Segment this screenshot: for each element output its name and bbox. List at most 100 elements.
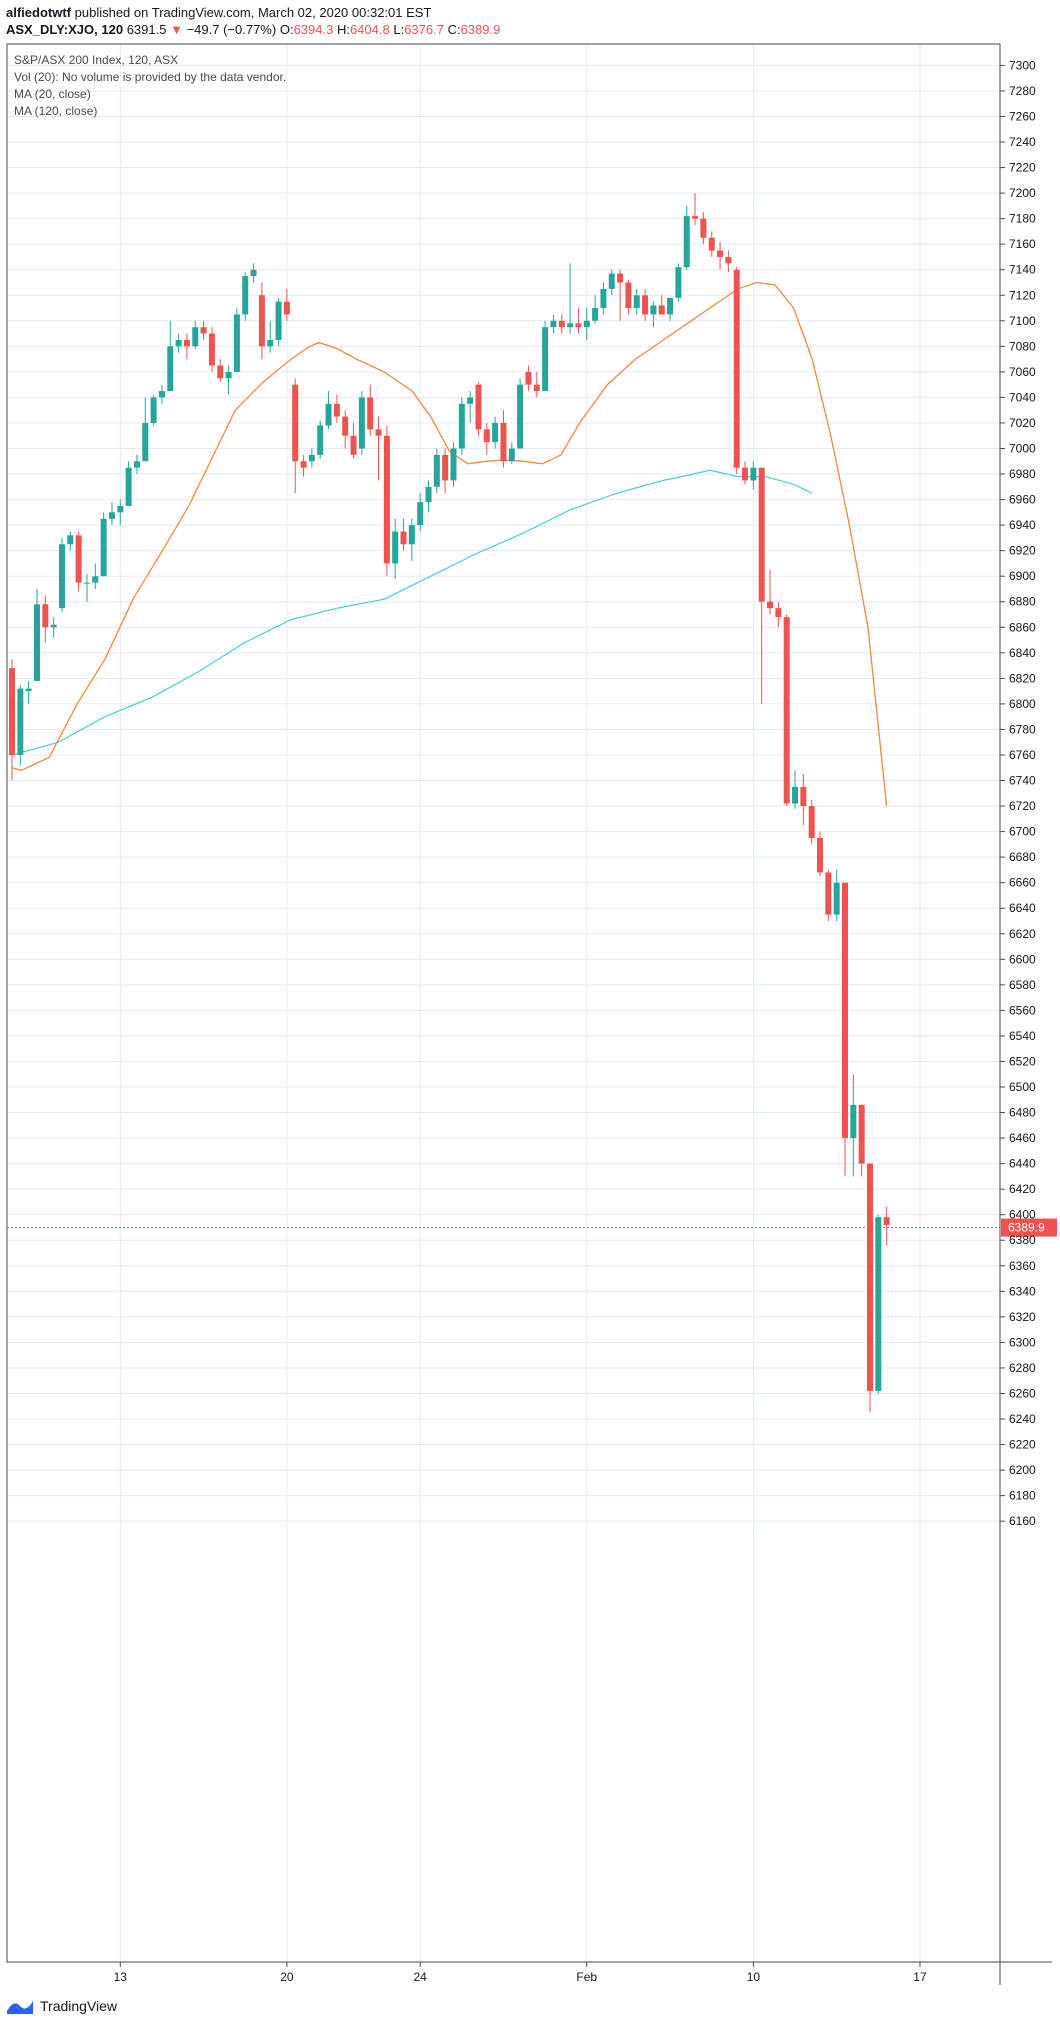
y-tick-label: 6740 (1009, 774, 1036, 788)
candle-body (358, 397, 365, 449)
candle-body (792, 786, 799, 804)
candle-body (692, 216, 699, 219)
y-tick-label: 6860 (1009, 620, 1036, 634)
y-tick-label: 6280 (1009, 1361, 1036, 1375)
candle-body (808, 806, 815, 838)
y-tick-label: 6840 (1009, 646, 1036, 660)
candle-body (192, 327, 199, 347)
candle (450, 442, 457, 487)
ma-line (11, 281, 888, 807)
candle (675, 263, 682, 302)
candle (433, 448, 440, 494)
candle (733, 267, 740, 475)
candle-body (392, 531, 399, 564)
y-tick-label: 6480 (1009, 1106, 1036, 1120)
author-name[interactable]: alfiedotwtf (6, 5, 71, 20)
legend-ma20[interactable]: MA (20, close) (14, 87, 91, 101)
y-tick-label: 6240 (1009, 1412, 1036, 1426)
candle (567, 263, 574, 334)
candle-body (300, 461, 307, 468)
y-tick-label: 6920 (1009, 544, 1036, 558)
candle-body (683, 216, 690, 268)
y-tick-label: 7000 (1009, 442, 1036, 456)
candle (175, 333, 182, 353)
change-arrow-icon: ▼ (170, 22, 183, 37)
candle-body (483, 429, 490, 443)
y-tick-label: 7060 (1009, 365, 1036, 379)
candle (292, 378, 299, 494)
candle (533, 371, 540, 398)
y-tick-label: 6880 (1009, 595, 1036, 609)
candle-body (425, 486, 432, 503)
ma-line (11, 469, 813, 756)
candle-body (450, 448, 457, 481)
candle (75, 531, 82, 592)
legend-ma120[interactable]: MA (120, close) (14, 104, 97, 118)
candle-body (658, 305, 665, 315)
y-tick-label: 6580 (1009, 978, 1036, 992)
candle-body (600, 288, 607, 309)
candle (750, 461, 757, 490)
candle-body (142, 422, 149, 462)
candle (575, 308, 582, 334)
tradingview-footer[interactable]: TradingView (6, 1997, 117, 2015)
candle-body (467, 397, 474, 404)
candle (767, 569, 774, 615)
open-label: O: (279, 22, 294, 37)
candle-body (750, 467, 757, 481)
candle-body (275, 301, 282, 340)
y-tick-label: 6980 (1009, 467, 1036, 481)
candle (300, 454, 307, 477)
candle-body (758, 467, 765, 602)
candle (775, 601, 782, 628)
candle-body (383, 435, 390, 564)
candle-body (75, 535, 82, 583)
candle-body (50, 624, 57, 628)
low-label: L: (393, 22, 405, 37)
y-tick-label: 6500 (1009, 1080, 1036, 1094)
candle (792, 770, 799, 809)
candle (308, 448, 315, 468)
candle (683, 205, 690, 270)
symbol-label: ASX_DLY:XJO, 120 (6, 22, 124, 37)
high-label: H: (336, 22, 350, 37)
candle (442, 448, 449, 494)
y-tick-label: 7100 (1009, 314, 1036, 328)
candle (125, 461, 132, 506)
candle (500, 410, 507, 468)
close-label: C: (447, 22, 461, 37)
candle-body (125, 467, 132, 506)
candle-body (817, 837, 824, 873)
candle-body (92, 576, 99, 583)
candle (600, 282, 607, 315)
candle-body (608, 273, 615, 289)
candle (58, 537, 65, 612)
candle-body (242, 276, 249, 315)
candle-body (400, 531, 407, 545)
candle-body (108, 512, 115, 519)
candle-body (150, 397, 157, 423)
candle-body (617, 273, 624, 283)
candle-body (317, 425, 324, 455)
candle-body (508, 448, 515, 462)
candle (725, 250, 732, 273)
price-axis[interactable]: 6160 6180 6200 6220 6240 6260 6280 6300 6320 6340… (1000, 58, 1036, 1528)
last-price-marker: 6389.9 (7, 1218, 1057, 1237)
candle-body (133, 461, 140, 468)
candle-body (58, 544, 65, 609)
y-tick-label: 6180 (1009, 1489, 1036, 1503)
y-tick-label: 7180 (1009, 212, 1036, 226)
candle (475, 382, 482, 436)
y-tick-label: 7220 (1009, 161, 1036, 175)
time-axis[interactable]: 132024Feb101724Mar (114, 1962, 1060, 1984)
candle-body (575, 323, 582, 328)
published-text: published on TradingView.com, March 02, … (74, 5, 432, 20)
candle (458, 397, 465, 455)
candle (367, 384, 374, 436)
candle-body (542, 327, 549, 392)
y-tick-label: 6780 (1009, 722, 1036, 736)
candle-body (83, 582, 90, 584)
x-tick-label: 13 (114, 1970, 128, 1984)
candle-body (717, 250, 724, 257)
